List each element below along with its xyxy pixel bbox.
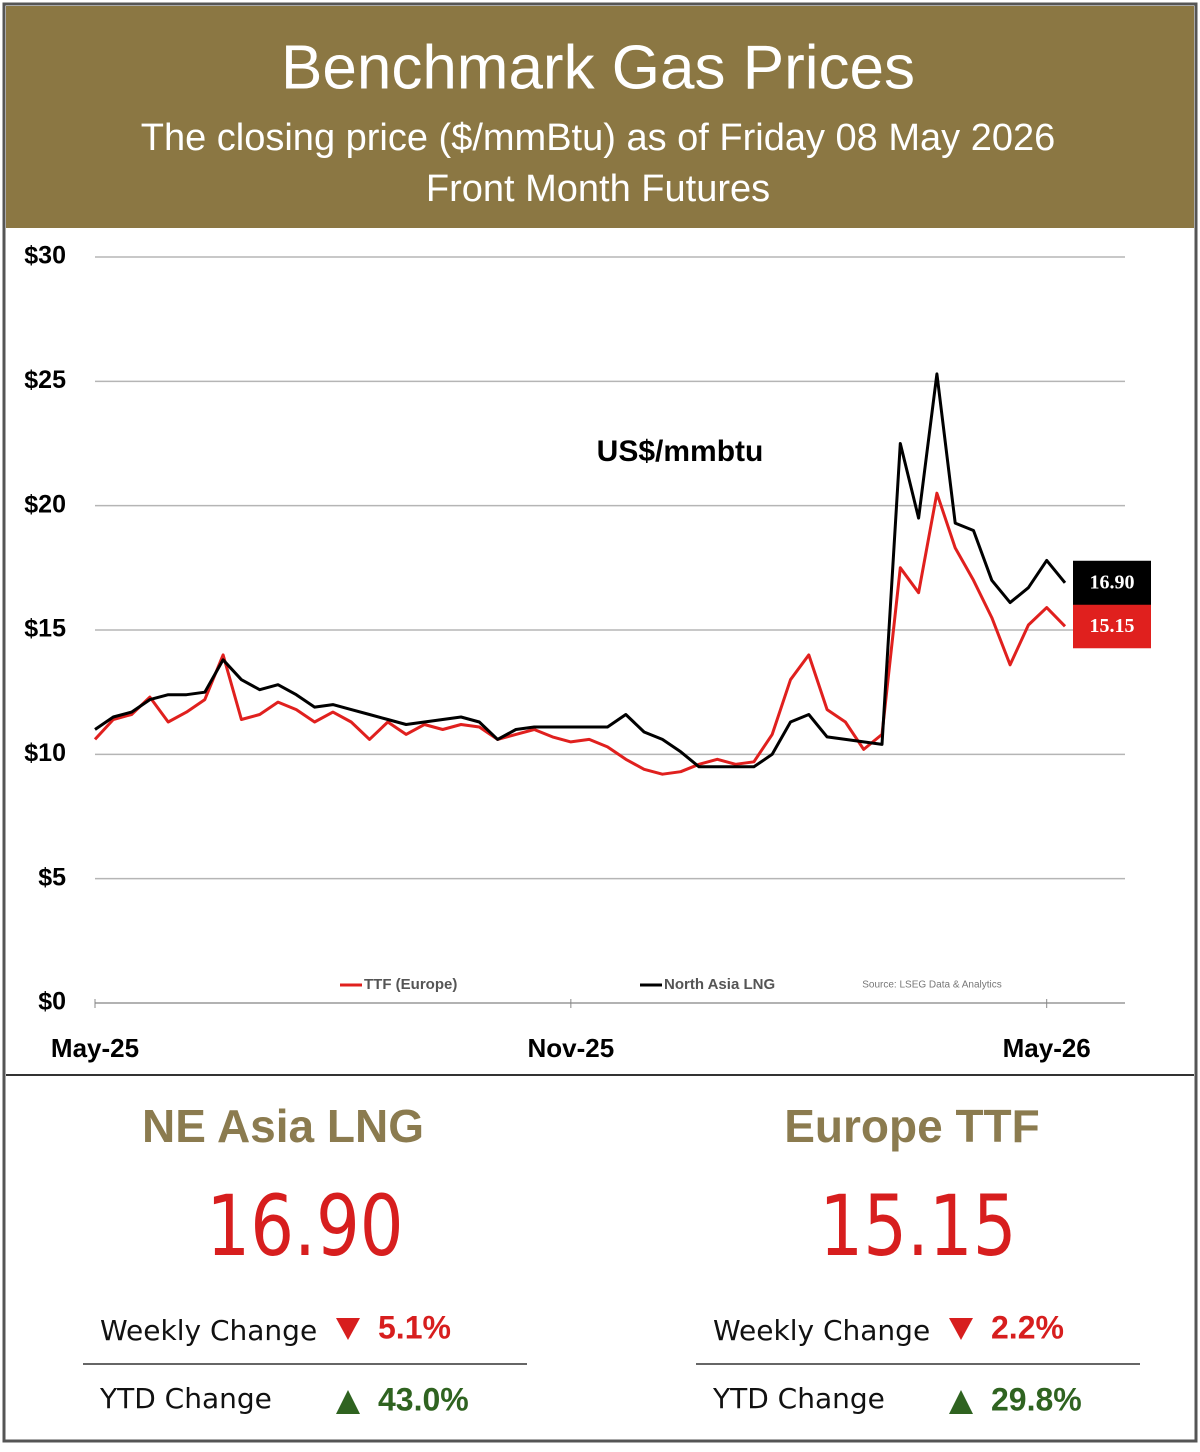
down-arrow xyxy=(949,1318,973,1340)
y-tick-label: $10 xyxy=(24,739,66,767)
down-arrow xyxy=(336,1318,360,1340)
subtitle: The closing price ($/mmBtu) as of Friday… xyxy=(141,117,1056,159)
y-tick-label: $15 xyxy=(24,615,66,643)
up-arrow xyxy=(336,1390,360,1414)
series-line xyxy=(93,491,1067,776)
series-line xyxy=(94,372,1067,769)
up-arrow xyxy=(949,1390,973,1414)
y-tick-label: $25 xyxy=(24,366,66,394)
weekly-label: Weekly Change xyxy=(713,1314,930,1347)
value-label: 15.15 xyxy=(1090,615,1135,637)
value-label-box xyxy=(1073,560,1151,605)
source-note: Source: LSEG Data & Analytics xyxy=(862,980,1002,991)
weekly-change: 2.2% xyxy=(991,1309,1064,1345)
stat-price: 15.15 xyxy=(819,1178,1016,1275)
weekly-change: 5.1% xyxy=(378,1309,451,1345)
legend-label: TTF (Europe) xyxy=(364,976,457,993)
value-label: 16.90 xyxy=(1090,571,1135,593)
subtitle: Front Month Futures xyxy=(426,168,770,210)
legend-label: North Asia LNG xyxy=(664,976,775,993)
stat-price: 16.90 xyxy=(206,1178,403,1275)
y-tick-label: $20 xyxy=(24,490,66,518)
annotation: US$/mmbtu xyxy=(597,435,764,468)
title: Benchmark Gas Prices xyxy=(281,33,915,102)
ytd-label: YTD Change xyxy=(712,1382,885,1415)
x-tick-label: May-26 xyxy=(1003,1033,1091,1063)
y-tick-label: $5 xyxy=(38,863,66,891)
weekly-label: Weekly Change xyxy=(100,1314,317,1347)
y-tick-label: $0 xyxy=(38,988,66,1016)
x-tick-label: Nov-25 xyxy=(527,1033,614,1063)
y-tick-label: $30 xyxy=(24,242,66,270)
ytd-label: YTD Change xyxy=(99,1382,272,1415)
stat-name: Europe TTF xyxy=(784,1100,1040,1152)
x-tick-label: May-25 xyxy=(51,1033,139,1063)
stat-name: NE Asia LNG xyxy=(142,1100,424,1152)
ytd-change: 43.0% xyxy=(378,1381,469,1417)
value-label-box xyxy=(1073,604,1151,649)
ytd-change: 29.8% xyxy=(991,1381,1082,1417)
header-band xyxy=(6,6,1194,228)
stats-panel: NE Asia LNG 16.90 Weekly Change 5.1% YTD Cha… xyxy=(83,1100,1140,1417)
